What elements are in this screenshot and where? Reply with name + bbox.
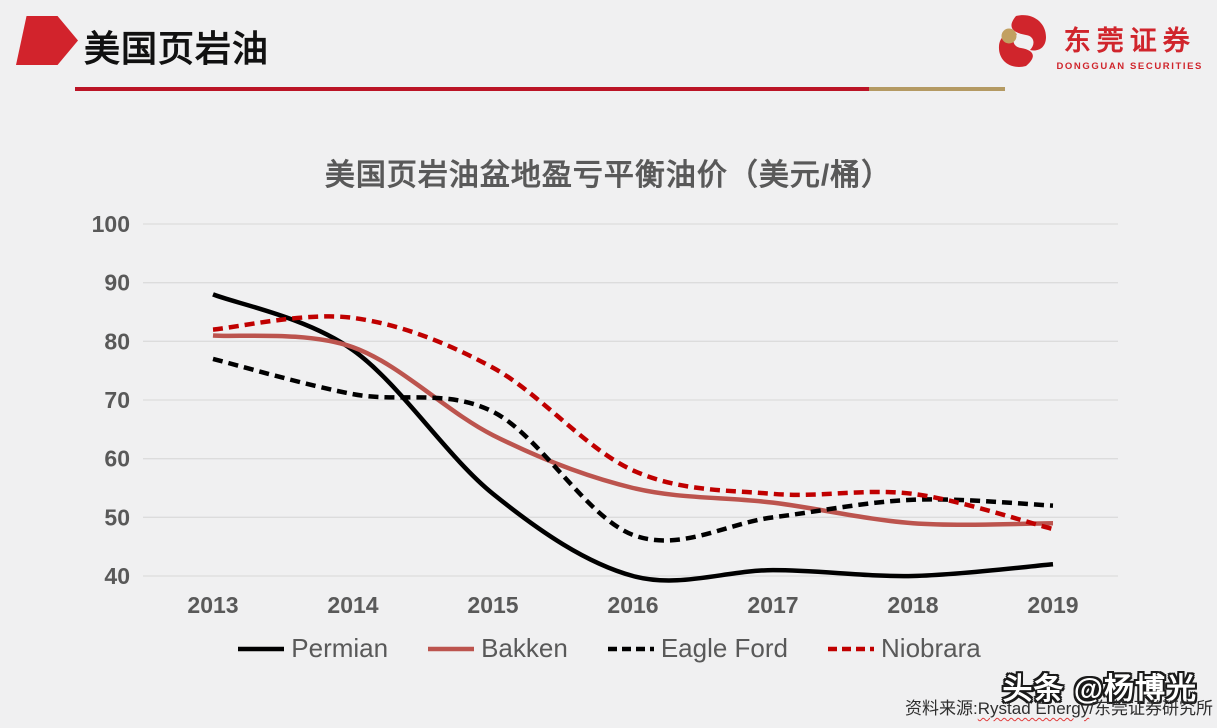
watermark-text: 头条 @杨博光 <box>1002 673 1197 706</box>
source-note: 资料来源:Rystad Energy/东莞证券研究所 <box>905 694 1213 719</box>
legend-label-permian: Permian <box>291 633 389 663</box>
legend-swatch-niobrara <box>828 646 875 651</box>
legend-item-niobrara: Niobrara <box>826 633 981 664</box>
legend-swatch-eagle-ford <box>607 646 654 651</box>
y-tick-50: 50 <box>104 504 130 530</box>
x-tick-2017: 2017 <box>747 592 798 618</box>
series-line-permian <box>212 292 1054 583</box>
logo-text: 东莞证券 DONGGUAN SECURITIES <box>1056 14 1203 72</box>
source-rystad-energy: Rystad Energy <box>977 699 1090 718</box>
y-tick-60: 60 <box>104 446 130 472</box>
y-tick-40: 40 <box>104 563 130 589</box>
legend-item-permian: Permian <box>236 633 388 664</box>
series-line-niobrara <box>212 314 1054 532</box>
legend-swatch-permian <box>238 646 285 651</box>
legend-label-niobrara: Niobrara <box>881 633 981 663</box>
x-tick-2016: 2016 <box>607 592 658 618</box>
chart-legend: Permian Bakken Eagle Ford Niobrara <box>0 633 1217 664</box>
logo-swirl-icon <box>999 15 1047 67</box>
legend-item-bakken: Bakken <box>426 633 568 664</box>
series-line-bakken <box>212 333 1054 527</box>
logo-en-text: DONGGUAN SECURITIES <box>1056 61 1203 72</box>
source-suffix: /东莞证券研究所 <box>1089 699 1213 718</box>
divider-red-segment <box>75 87 869 91</box>
x-tick-2013: 2013 <box>187 592 238 618</box>
x-tick-2014: 2014 <box>327 592 378 618</box>
header-divider <box>75 87 1005 91</box>
legend-item-eagle-ford: Eagle Ford <box>606 633 788 664</box>
y-tick-100: 100 <box>92 211 130 237</box>
y-tick-70: 70 <box>104 387 130 413</box>
source-prefix: 资料来源: <box>905 699 978 718</box>
x-tick-2018: 2018 <box>887 592 938 618</box>
logo-cn-text: 东莞证券 <box>1063 26 1196 56</box>
x-tick-2015: 2015 <box>467 592 518 618</box>
y-tick-80: 80 <box>104 328 130 354</box>
legend-swatch-bakken <box>428 646 475 651</box>
series-line-eagle-ford <box>212 356 1054 543</box>
y-tick-90: 90 <box>104 270 130 296</box>
legend-label-eagle-ford: Eagle Ford <box>660 633 789 663</box>
dongguan-securities-logo: 东莞证券 DONGGUAN SECURITIES <box>996 14 1203 72</box>
page-title: 美国页岩油 <box>84 28 270 69</box>
legend-label-bakken: Bakken <box>481 633 568 663</box>
x-tick-2019: 2019 <box>1027 592 1078 618</box>
chart-title: 美国页岩油盆地盈亏平衡油价（美元/桶） <box>324 159 893 192</box>
divider-gold-segment <box>869 87 1005 91</box>
